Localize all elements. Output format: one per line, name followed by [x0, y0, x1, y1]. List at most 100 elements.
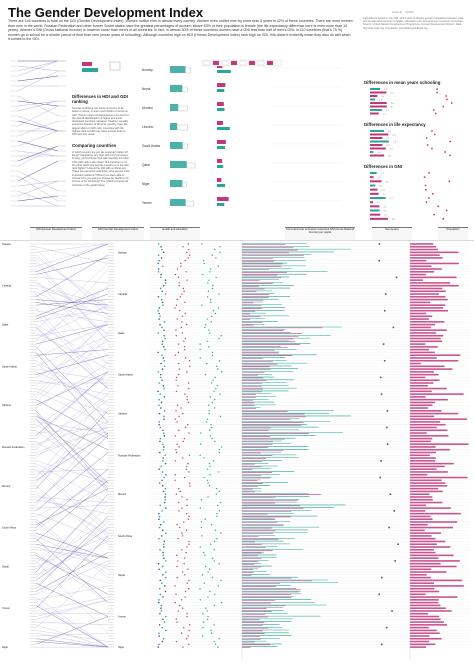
rank-link — [35, 463, 109, 503]
health-dot — [161, 248, 163, 251]
mini-dot — [436, 88, 439, 90]
rank-link — [35, 335, 109, 367]
education-dot — [183, 626, 185, 629]
health-dot — [162, 357, 165, 359]
health-dot — [158, 259, 161, 262]
life-dot — [203, 457, 205, 459]
life-dot — [213, 593, 216, 595]
country-label: Norway — [2, 242, 11, 246]
health-dot — [164, 462, 167, 465]
health-dot — [161, 326, 163, 329]
population-bar — [410, 523, 428, 526]
life-dot — [200, 535, 203, 537]
health-dot — [161, 479, 163, 482]
compare-male-bar — [217, 127, 230, 130]
education-dot — [176, 421, 178, 423]
education-dot — [188, 360, 191, 362]
health-dot — [164, 590, 167, 593]
life-dot — [219, 246, 221, 248]
life-dot — [206, 468, 209, 470]
population-bar — [410, 593, 426, 596]
mini-bar — [370, 201, 374, 204]
rank-link — [35, 480, 109, 542]
education-dot — [186, 251, 188, 254]
life-dot — [220, 501, 222, 504]
compare-male-box — [170, 85, 183, 92]
health-dot — [157, 351, 159, 354]
health-dot — [159, 393, 162, 395]
rank-link — [35, 616, 109, 645]
life-dot — [213, 540, 216, 543]
population-bar — [410, 565, 457, 568]
democracy-mark — [380, 460, 382, 462]
population-bar — [410, 515, 431, 518]
education-dot — [178, 368, 181, 370]
health-dot — [165, 560, 167, 562]
country-label: South Africa — [2, 526, 17, 530]
life-dot — [218, 337, 220, 340]
country-label: Qatar — [2, 323, 9, 327]
rank-line — [17, 120, 59, 137]
health-dot — [161, 626, 163, 629]
rank-link — [35, 596, 109, 648]
education-dot — [176, 443, 178, 445]
mini-dot — [423, 176, 426, 179]
population-bar — [410, 251, 459, 254]
life-dot — [221, 371, 223, 373]
mini-value: 3.7 — [391, 107, 395, 109]
page-title: The Gender Development Index — [8, 5, 204, 20]
rank-link — [35, 293, 109, 320]
population-bar — [410, 532, 441, 534]
mini-dot — [431, 147, 433, 150]
education-dot — [180, 326, 182, 329]
life-dot — [207, 496, 209, 498]
life-dot — [214, 248, 216, 251]
education-dot — [176, 554, 178, 557]
rank-link — [35, 585, 109, 601]
life-dot — [211, 351, 214, 354]
education-dot — [175, 451, 178, 454]
health-dot — [159, 437, 162, 440]
health-dot — [157, 254, 160, 256]
health-dot — [161, 368, 164, 370]
mini-value: 2.5 — [384, 89, 388, 91]
health-dot — [163, 410, 166, 412]
health-dot — [158, 518, 160, 521]
country-label-gdi: Norway — [118, 250, 127, 254]
health-dot — [163, 329, 165, 331]
education-dot — [186, 465, 188, 468]
health-dot — [160, 407, 162, 409]
rank-link — [35, 494, 109, 534]
country-label: Yemen — [2, 606, 11, 610]
population-bar — [410, 284, 459, 287]
rank-link — [35, 307, 109, 323]
education-dot — [178, 415, 180, 418]
economy-header: Command over economic resources GNI (Gro… — [285, 227, 355, 240]
life-dot — [219, 251, 221, 254]
source-note: Calculations based on the GDI, which aim… — [363, 17, 464, 30]
education-dot — [188, 643, 190, 646]
rank-link — [35, 460, 109, 484]
mini-value: 3.6 — [392, 219, 396, 221]
population-header: Population — [438, 227, 468, 240]
rank-link — [35, 633, 109, 637]
life-dot — [209, 465, 211, 468]
population-bar — [410, 348, 430, 351]
population-bar — [410, 245, 436, 248]
education-dot — [187, 387, 190, 390]
population-bar — [410, 560, 460, 562]
population-bar — [410, 329, 447, 331]
life-dot — [199, 507, 202, 509]
rank-link — [35, 605, 109, 648]
education-dot — [184, 259, 186, 262]
education-dot — [174, 601, 177, 604]
mini-dot — [445, 95, 448, 97]
rank-link — [35, 505, 109, 578]
life-dot — [209, 435, 212, 437]
rank-link — [35, 427, 109, 456]
population-bar — [410, 448, 450, 451]
health-dot — [158, 632, 160, 634]
education-dot — [185, 529, 188, 532]
education-dot — [175, 329, 177, 331]
education-dot — [184, 393, 186, 395]
